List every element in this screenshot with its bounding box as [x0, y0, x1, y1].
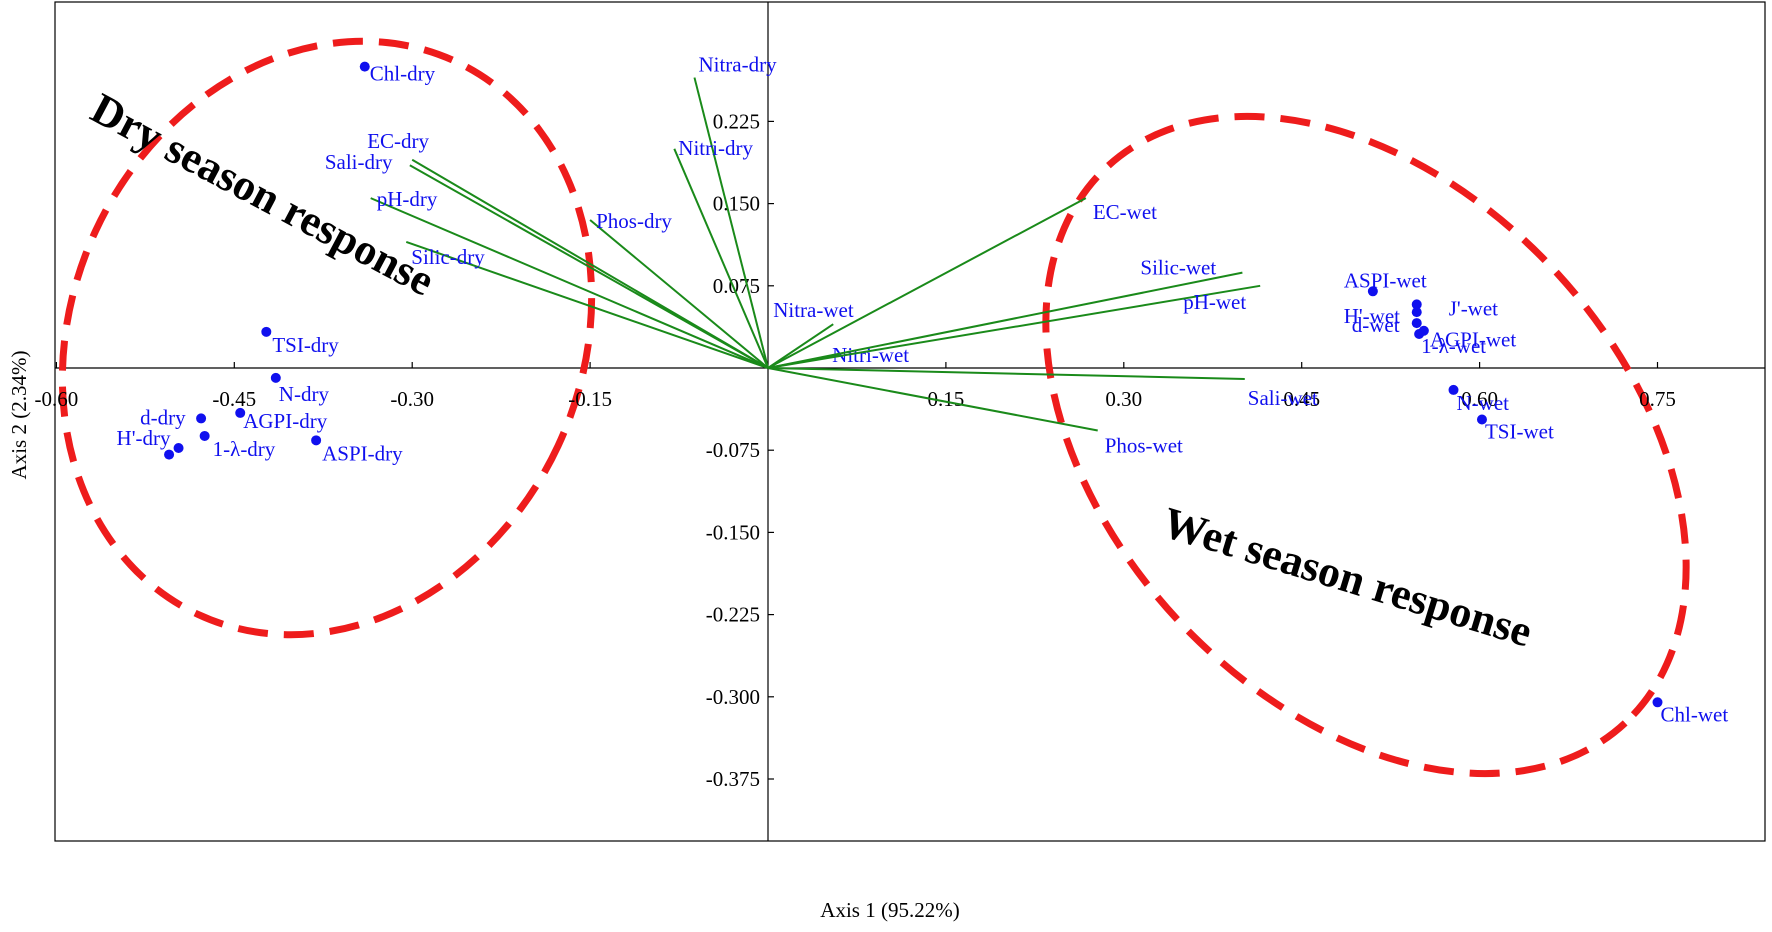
x-tick-label: 0.75 [1639, 387, 1676, 411]
point-label-aspi-dry: ASPI-dry [322, 441, 403, 465]
point-chl-wet [1652, 697, 1663, 708]
point-label-j-wet: J'-wet [1449, 296, 1498, 320]
point-agpi-dry [235, 407, 246, 418]
vector-sali-dry [409, 164, 769, 369]
point-label-agpi-dry: AGPI-dry [243, 409, 327, 433]
point-n-wet [1448, 384, 1459, 395]
plot-frame [54, 1, 1766, 842]
x-tick-label: -0.15 [568, 387, 612, 411]
point-label-h-wet: H'-wet [1344, 304, 1400, 328]
x-tick-label: 0.45 [1283, 387, 1320, 411]
point-d-wet [1411, 318, 1422, 329]
vector-label-nitra-dry: Nitra-dry [698, 53, 777, 77]
vector-nitri-dry [673, 148, 769, 369]
vector-label-phos-wet: Phos-wet [1105, 433, 1183, 457]
point-j-wet [1411, 299, 1422, 310]
vector-silic-dry [405, 241, 769, 369]
vector-label-nitri-dry: Nitri-dry [678, 136, 753, 160]
vector-nitra-dry [693, 77, 769, 369]
y-tick-label: -0.300 [706, 685, 760, 709]
point-chl-dry [359, 61, 370, 72]
y-tick-label: -0.075 [706, 438, 760, 462]
point-label-h-dry: H'-dry [117, 426, 171, 450]
point-n-dry [270, 372, 281, 383]
y-tick-label: 0.150 [713, 192, 760, 216]
vector-nitra-wet [767, 323, 834, 369]
x-axis-title: Axis 1 (95.22%) [820, 898, 959, 922]
x-tick-label: -0.45 [212, 387, 256, 411]
wet-region-ellipse [1042, 112, 1690, 778]
point-label-agpi-wet: AGPI-wet [1430, 328, 1516, 352]
point-tsi-wet [1476, 414, 1487, 425]
vector-label-nitra-wet: Nitra-wet [773, 298, 854, 322]
vector-label-ph-dry: pH-dry [377, 187, 438, 211]
y-tick-label: 0.225 [713, 109, 760, 133]
vector-ph-wet [767, 284, 1261, 369]
vector-label-ec-dry: EC-dry [367, 129, 429, 153]
point-aspi-wet [1367, 286, 1378, 297]
vector-label-phos-dry: Phos-dry [596, 209, 672, 233]
point-label-chl-dry: Chl-dry [370, 62, 436, 86]
vector-phos-wet [767, 367, 1098, 432]
point-label-1-dry: 1-λ-dry [213, 437, 276, 461]
y-tick-label: -0.225 [706, 603, 760, 627]
x-tick-label: 0.30 [1105, 387, 1142, 411]
wet-region-label: Wet season response [1157, 498, 1538, 657]
point-label-tsi-wet: TSI-wet [1485, 420, 1554, 444]
point-label-n-dry: N-dry [279, 382, 330, 406]
points: Chl-dry TSI-dry N-dry d-dry AGPI-dry H'-dry 1-… [117, 61, 1729, 726]
point-tsi-dry [261, 326, 272, 337]
vector-label-ph-wet: pH-wet [1183, 290, 1246, 314]
vector-ph-dry [370, 197, 769, 369]
dry-region-ellipse [58, 37, 596, 639]
point-aspi-dry [311, 435, 322, 446]
vector-phos-dry [589, 219, 769, 369]
point-label-d-wet: d-wet [1352, 313, 1400, 337]
y-tick-label: -0.150 [706, 520, 760, 544]
x-tick-label: 0.60 [1461, 387, 1498, 411]
y-axis-title: Axis 2 (2.34%) [7, 351, 31, 480]
x-ticks: -0.60 -0.45 -0.30 -0.15 0.15 0.30 0.45 0.60 0.75 [35, 362, 1676, 411]
vector-label-silic-wet: Silic-wet [1140, 256, 1216, 280]
vector-label-silic-dry: Silic-dry [411, 245, 485, 269]
point-label-chl-wet: Chl-wet [1661, 702, 1729, 726]
y-tick-label: -0.375 [706, 767, 760, 791]
point-h-wet [1411, 307, 1422, 318]
vector-sali-wet [767, 367, 1245, 380]
point-label-aspi-wet: ASPI-wet [1344, 268, 1427, 292]
point-1-wet [1414, 329, 1425, 340]
y-ticks: 0.2250.1500.075-0.075-0.150-0.225-0.300-… [706, 109, 774, 791]
vector-label-ec-wet: EC-wet [1093, 200, 1157, 224]
x-tick-label: -0.30 [390, 387, 434, 411]
point-label-n-wet: N-wet [1457, 391, 1510, 415]
x-tick-label: -0.60 [35, 387, 79, 411]
point-unlabeled-8 [164, 449, 175, 460]
point-1-dry [199, 430, 210, 441]
point-d-dry [196, 413, 207, 424]
point-label-tsi-dry: TSI-dry [272, 333, 339, 357]
vector-silic-wet [767, 271, 1243, 369]
vector-ec-wet [767, 197, 1087, 369]
vector-label-sali-dry: Sali-dry [325, 150, 393, 174]
point-label-d-dry: d-dry [140, 405, 186, 429]
point-label-1-wet: 1-λ-wet [1421, 334, 1486, 358]
vector-label-sali-wet: Sali-wet [1248, 386, 1318, 410]
point-h-dry [173, 443, 184, 454]
